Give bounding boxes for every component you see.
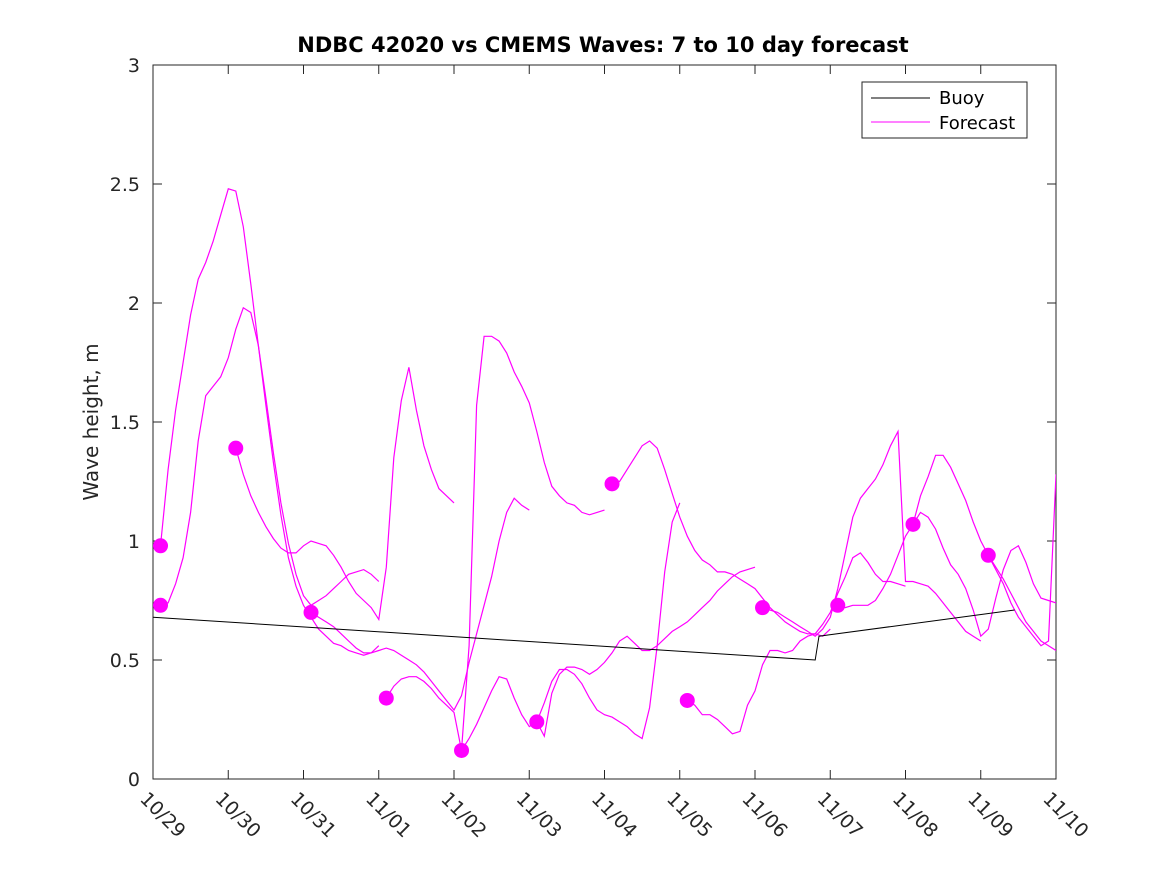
- x-tick-label: 11/07: [813, 788, 867, 842]
- forecast-line: [762, 429, 982, 642]
- y-tick-label: 3: [128, 55, 140, 77]
- buoy-line: [152, 609, 1015, 661]
- forecast-start-marker: [905, 516, 921, 532]
- x-tick-label: 10/30: [211, 788, 265, 842]
- y-tick-label: 2.5: [110, 174, 140, 196]
- y-tick-label: 1.5: [110, 412, 140, 434]
- y-tick-label: 0: [128, 769, 140, 791]
- forecast-line: [686, 552, 906, 735]
- legend-entry-forecast: Forecast: [939, 113, 1015, 134]
- forecast-line: [460, 502, 681, 751]
- forecast-start-marker: [153, 538, 169, 554]
- forecast-line: [310, 497, 530, 712]
- forecast-start-marker: [303, 604, 319, 620]
- x-tick-label: 11/10: [1038, 788, 1092, 842]
- x-tick-label: 11/08: [888, 788, 942, 842]
- legend: Buoy Forecast: [861, 81, 1028, 139]
- forecast-start-marker: [454, 742, 470, 758]
- x-tick-label: 11/01: [361, 788, 415, 842]
- x-tick-label: 11/02: [436, 788, 490, 842]
- x-tick-label: 11/06: [737, 788, 791, 842]
- forecast-start-marker: [378, 690, 394, 706]
- forecast-line: [837, 511, 1056, 638]
- x-tick-label: 10/29: [135, 788, 189, 842]
- x-tick-label: 11/04: [587, 788, 641, 842]
- forecast-start-marker: [755, 600, 771, 616]
- forecast-start-marker: [679, 692, 695, 708]
- plot-area: 0 0.5 1 1.5 2 2.5 3 10/29 10/30 10/31 11/01 11/02 11…: [110, 55, 1093, 842]
- x-tick-label: 10/31: [286, 788, 340, 842]
- legend-entry-buoy: Buoy: [939, 88, 985, 109]
- y-tick-label: 0.5: [110, 650, 140, 672]
- x-tick-label: 11/05: [662, 788, 716, 842]
- forecast-start-marker: [153, 597, 169, 613]
- forecast-line: [611, 440, 831, 637]
- x-tick-label: 11/09: [963, 788, 1017, 842]
- y-axis-label: Wave height, m: [79, 343, 103, 500]
- legend-box: [861, 81, 1028, 139]
- forecast-line: [235, 367, 455, 622]
- x-tick-label: 11/03: [512, 788, 566, 842]
- forecast-line: [385, 335, 605, 751]
- forecast-line: [159, 188, 380, 656]
- forecast-start-marker: [529, 714, 545, 730]
- forecast-start-marker: [980, 547, 996, 563]
- y-tick-label: 2: [128, 293, 140, 315]
- axes-box: [152, 64, 1057, 780]
- chart-title: NDBC 42020 vs CMEMS Waves: 7 to 10 day f…: [297, 33, 908, 57]
- y-tick-label: 1: [128, 531, 140, 553]
- forecast-line: [987, 474, 1056, 647]
- forecast-line: [912, 454, 1056, 652]
- forecast-start-marker: [830, 597, 846, 613]
- forecast-line: [536, 566, 756, 739]
- forecast-start-marker: [604, 476, 620, 492]
- forecast-start-marker: [228, 440, 244, 456]
- forecast-line: [160, 306, 380, 607]
